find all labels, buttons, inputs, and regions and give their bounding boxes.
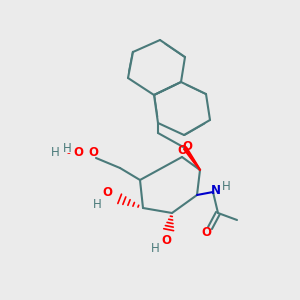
- Text: O: O: [73, 146, 83, 160]
- Text: H: H: [222, 179, 230, 193]
- Text: O: O: [88, 146, 98, 160]
- Text: O: O: [177, 145, 187, 158]
- Text: H: H: [51, 146, 59, 160]
- Text: H: H: [63, 142, 71, 155]
- Polygon shape: [184, 147, 200, 170]
- Text: N: N: [211, 184, 221, 196]
- Text: O: O: [201, 226, 211, 239]
- Text: O: O: [102, 185, 112, 199]
- Text: H: H: [151, 242, 159, 254]
- Text: O: O: [182, 140, 192, 152]
- Text: O: O: [161, 233, 171, 247]
- Text: -: -: [66, 148, 70, 158]
- Text: H: H: [93, 197, 101, 211]
